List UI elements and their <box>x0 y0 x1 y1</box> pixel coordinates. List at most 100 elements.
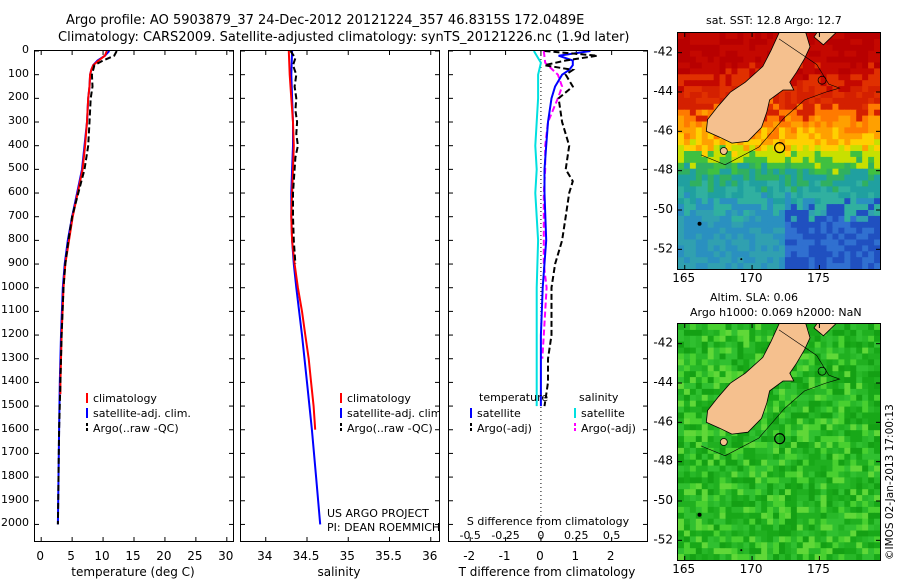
map-cell <box>737 221 744 229</box>
map-cell <box>725 210 733 217</box>
map-cell <box>850 459 857 467</box>
map-cell <box>808 394 816 402</box>
map-y-tick-label: -44 <box>653 84 673 98</box>
map-x-tick-label: 175 <box>807 271 830 285</box>
map-cell <box>844 329 851 337</box>
map-cell <box>678 512 685 520</box>
map-cell <box>749 38 756 46</box>
map-cell <box>856 359 863 366</box>
map-cell <box>695 353 703 360</box>
map-cell <box>850 430 857 437</box>
legend-title-temperature: temperature <box>479 391 548 404</box>
chatham-rise-marker <box>817 75 827 85</box>
map-cell <box>725 86 733 93</box>
map-cell <box>725 251 733 258</box>
map-cell <box>802 394 810 402</box>
map-cell <box>790 548 798 555</box>
map-cell <box>678 341 685 349</box>
map-cell <box>796 400 804 408</box>
map-cell <box>820 447 828 455</box>
map-cell <box>874 133 880 140</box>
map-cell <box>796 453 804 461</box>
map-cell <box>850 483 857 490</box>
map-cell <box>784 477 792 484</box>
map-cell <box>844 133 851 140</box>
map-cell <box>749 168 756 176</box>
map-cell <box>678 151 685 158</box>
map-cell <box>820 233 828 241</box>
map-cell <box>874 198 880 205</box>
map-cell <box>761 347 768 355</box>
map-cell <box>737 530 744 537</box>
map-cell <box>844 86 851 93</box>
map-cell <box>683 103 691 111</box>
map-cell <box>820 335 828 343</box>
map-cell <box>779 430 786 437</box>
map-cell <box>737 174 744 182</box>
map-cell <box>838 227 845 235</box>
depth-tick-label: 1000 <box>1 279 29 293</box>
map-cell <box>814 471 822 478</box>
map-cell <box>784 554 792 560</box>
map-cell <box>874 554 880 560</box>
map-cell <box>868 548 875 555</box>
map-y-tick-label: -46 <box>653 414 673 428</box>
map-cell <box>796 477 804 484</box>
map-cell <box>719 548 727 555</box>
map-cell <box>683 412 691 419</box>
map-cell <box>767 400 774 408</box>
map-cell <box>731 263 739 269</box>
map-cell <box>725 359 733 366</box>
map-cell <box>802 127 810 134</box>
map-cell <box>678 257 685 264</box>
map-cell <box>820 359 828 366</box>
map-cell <box>749 174 756 182</box>
map-cell <box>856 103 863 111</box>
map-cell <box>802 353 810 360</box>
map-cell <box>802 210 810 217</box>
map-cell <box>755 133 762 140</box>
map-cell <box>683 430 691 437</box>
map-cell <box>838 436 845 443</box>
map-cell <box>790 465 798 473</box>
map-cell <box>838 115 845 123</box>
map-cell <box>743 329 750 337</box>
map-cell <box>868 56 875 64</box>
map-cell <box>737 198 744 205</box>
map-cell <box>767 115 774 123</box>
map-cell <box>850 347 857 355</box>
map-cell <box>678 495 685 502</box>
map-cell <box>707 447 715 455</box>
map-cell <box>808 335 816 343</box>
map-cell <box>743 210 750 217</box>
map-cell <box>784 453 792 461</box>
map-cell <box>784 109 792 117</box>
map-cell <box>838 512 845 520</box>
map-cell <box>755 341 762 349</box>
map-cell <box>790 221 798 229</box>
map-cell <box>779 215 786 223</box>
map-cell <box>838 430 845 437</box>
map-cell <box>862 329 869 337</box>
map-cell <box>856 353 863 360</box>
map-cell <box>683 329 691 337</box>
map-cell <box>773 210 780 217</box>
s-tick-label: -0.5 <box>459 529 480 541</box>
map-cell <box>802 245 810 252</box>
map-cell <box>850 453 857 461</box>
map-cell <box>701 174 709 182</box>
map-cell <box>689 257 697 264</box>
map-cell <box>701 436 709 443</box>
map-cell <box>713 38 721 46</box>
map-cell <box>755 536 762 543</box>
map-cell <box>784 459 792 467</box>
map-cell <box>874 245 880 252</box>
map-cell <box>725 341 733 349</box>
map-cell <box>683 92 691 99</box>
map-cell <box>856 436 863 443</box>
map-cell <box>790 168 798 176</box>
map-cell <box>707 501 715 508</box>
map-cell <box>850 38 857 46</box>
map-cell <box>731 251 739 258</box>
map-cell <box>790 388 798 396</box>
